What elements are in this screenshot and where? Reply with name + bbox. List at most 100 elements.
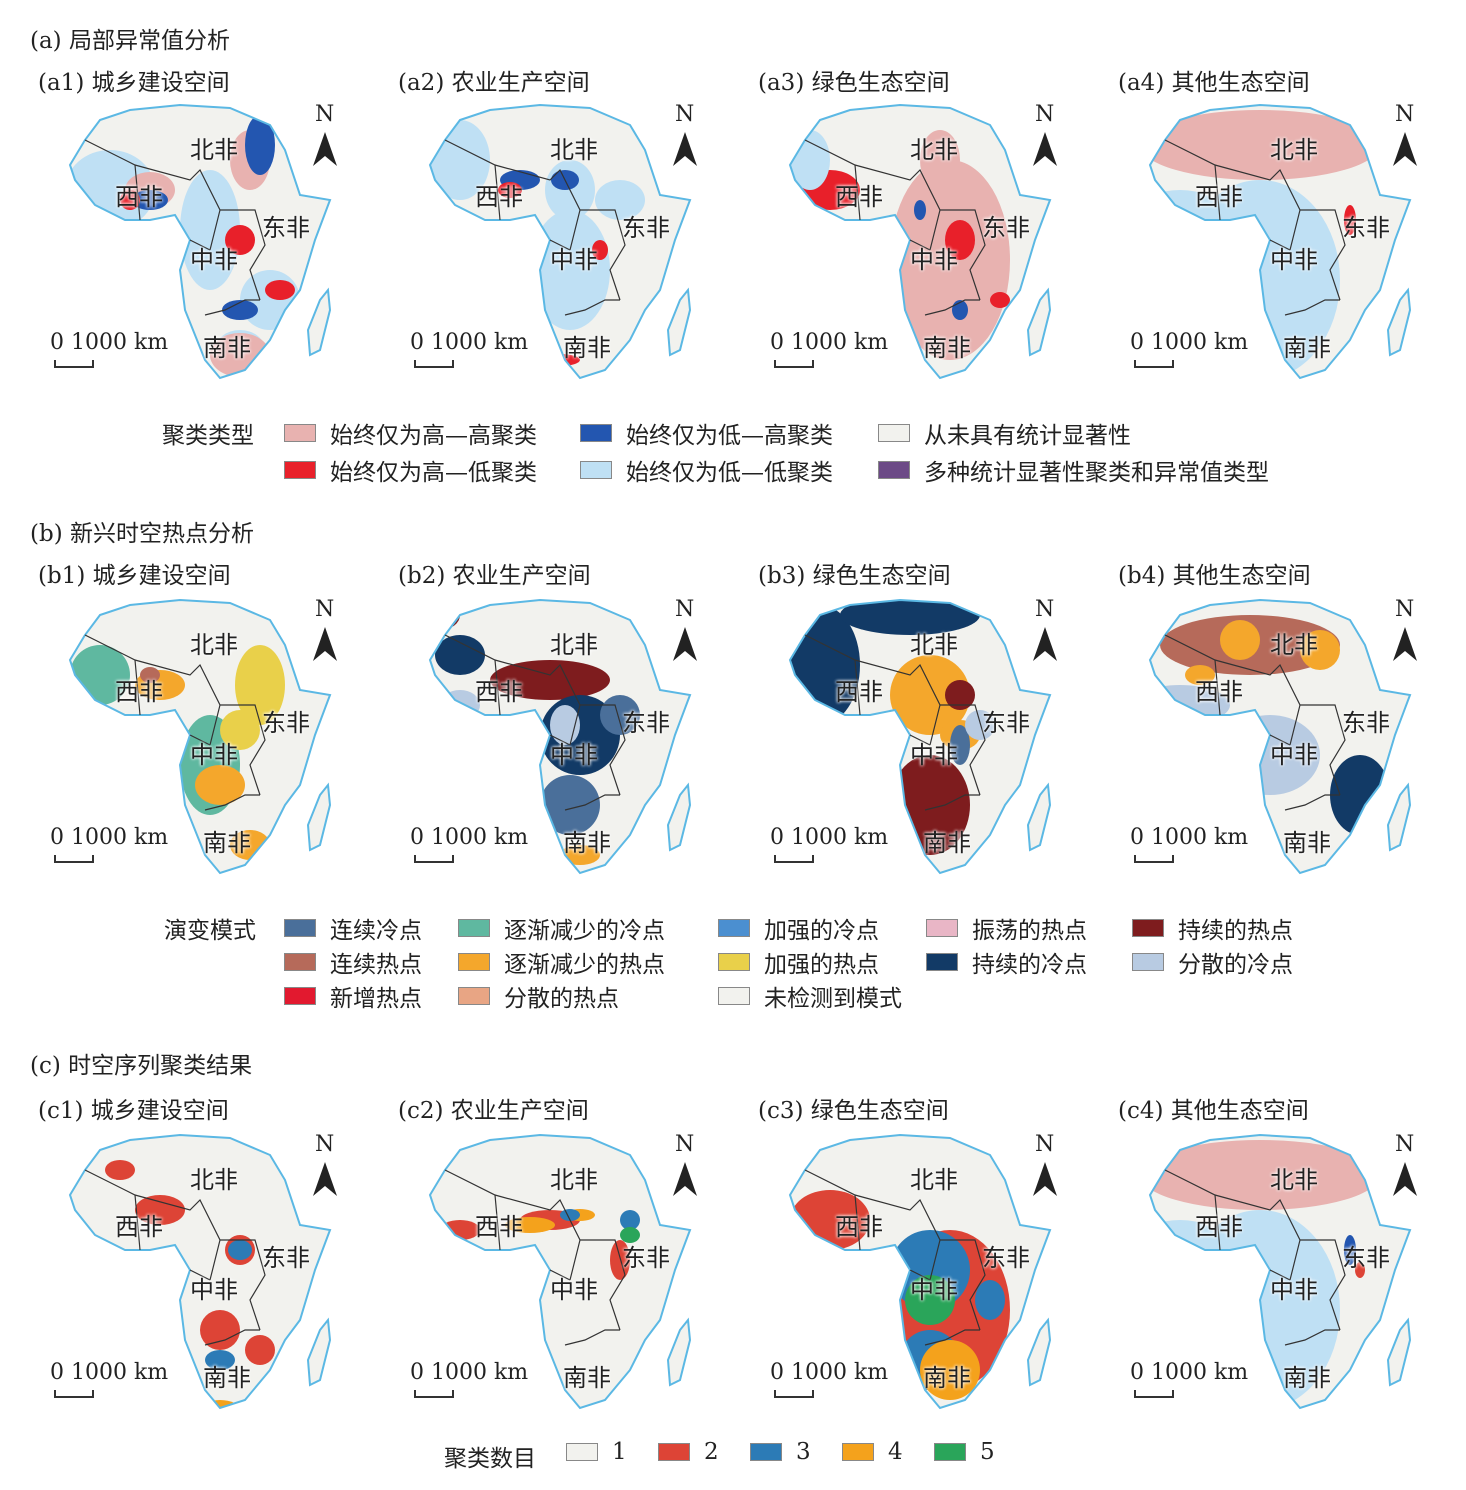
- scale-label: 0 1000 km: [1130, 330, 1249, 355]
- region-borders: [84, 1169, 266, 1346]
- region-patch: [914, 200, 926, 220]
- legend-swatch: [926, 919, 958, 937]
- legend-item: 连续热点: [284, 945, 422, 979]
- label-north-africa: 北非: [1270, 136, 1318, 164]
- madagascar: [666, 782, 692, 852]
- panel-title: (b2) 农业生产空间: [398, 563, 591, 589]
- region-patch: [1150, 1140, 1380, 1210]
- legend-swatch: [718, 919, 750, 937]
- panel-title: (c3) 绿色生态空间: [758, 1098, 949, 1124]
- legend-label: 2: [704, 1439, 719, 1465]
- label-south-africa: 南非: [923, 829, 971, 857]
- label-central-africa: 中非: [910, 1276, 958, 1304]
- legend-label: 4: [888, 1439, 903, 1465]
- legend-label: 从未具有统计显著性: [924, 423, 1131, 449]
- scale-label: 0 1000 km: [1130, 825, 1249, 850]
- region-borders: [444, 139, 626, 316]
- coastline: [428, 598, 692, 875]
- panel-title: (b3) 绿色生态空间: [758, 563, 951, 589]
- africa-map: N 北非 西非 东非 中非 南非 0 1000 km: [760, 100, 1090, 390]
- region-patch: [180, 170, 240, 290]
- label-west-africa: 西非: [475, 1213, 523, 1241]
- label-east-africa: 东非: [982, 1244, 1030, 1272]
- africa-map: N 北非 西非 东非 中非 南非 0 1000 km: [40, 100, 370, 390]
- legend-item: 3: [750, 1439, 811, 1465]
- label-central-africa: 中非: [1270, 1276, 1318, 1304]
- region-borders: [1164, 634, 1346, 811]
- legend-item: 持续的热点: [1132, 911, 1293, 945]
- north-arrow-icon: [1033, 1162, 1057, 1196]
- scale-bar: [414, 855, 454, 863]
- north-label: N: [675, 102, 695, 127]
- madagascar: [306, 782, 332, 852]
- north-arrow-icon: [313, 132, 337, 166]
- region-borders: [84, 634, 266, 811]
- legend-item: 始终仅为低—高聚类: [580, 416, 833, 450]
- legend-label: 逐渐减少的热点: [504, 952, 665, 978]
- scale-label: 0 1000 km: [410, 825, 529, 850]
- north-label: N: [1035, 597, 1055, 622]
- legend-item: 分散的热点: [458, 979, 619, 1013]
- legend-swatch: [1132, 919, 1164, 937]
- region-patch: [140, 667, 160, 683]
- north-label: N: [1395, 1132, 1415, 1157]
- region-patch: [1150, 110, 1380, 180]
- scale-bar: [1134, 1390, 1174, 1398]
- region-patch: [222, 300, 258, 320]
- label-east-africa: 东非: [1342, 1244, 1390, 1272]
- legend-item: 连续冷点: [284, 911, 422, 945]
- region-patch: [498, 182, 522, 198]
- section-title: (a) 局部异常值分析: [30, 28, 230, 54]
- label-central-africa: 中非: [910, 741, 958, 769]
- label-south-africa: 南非: [923, 1364, 971, 1392]
- scale-bar: [774, 1390, 814, 1398]
- madagascar: [666, 287, 692, 357]
- coastline: [788, 598, 1052, 875]
- legend-swatch: [566, 1443, 598, 1461]
- panel-title: (a1) 城乡建设空间: [38, 70, 230, 96]
- north-arrow-icon: [1393, 1162, 1417, 1196]
- legend-swatch: [284, 953, 316, 971]
- legend-item: 2: [658, 1439, 719, 1465]
- madagascar: [1386, 1317, 1412, 1387]
- region-patch: [435, 635, 485, 675]
- label-north-africa: 北非: [1270, 631, 1318, 659]
- north-label: N: [675, 1132, 695, 1157]
- scale-bar: [414, 1390, 454, 1398]
- label-central-africa: 中非: [190, 1276, 238, 1304]
- legend-item: 始终仅为高—高聚类: [284, 416, 537, 450]
- label-east-africa: 东非: [1342, 709, 1390, 737]
- label-east-africa: 东非: [622, 1244, 670, 1272]
- region-borders: [804, 634, 986, 811]
- legend-swatch: [934, 1443, 966, 1461]
- coastline: [68, 103, 332, 380]
- coastline: [428, 1133, 692, 1410]
- scale-bar: [54, 360, 94, 368]
- africa-map: N 北非 西非 东非 中非 南非 0 1000 km: [760, 595, 1090, 885]
- legend-item: 逐渐减少的冷点: [458, 911, 665, 945]
- coastline: [1148, 598, 1412, 875]
- label-west-africa: 西非: [115, 183, 163, 211]
- label-south-africa: 南非: [1283, 829, 1331, 857]
- legend-swatch: [750, 1443, 782, 1461]
- legend-label: 3: [796, 1439, 811, 1465]
- label-west-africa: 西非: [115, 678, 163, 706]
- label-west-africa: 西非: [835, 183, 883, 211]
- label-south-africa: 南非: [563, 334, 611, 362]
- legend-item: 加强的冷点: [718, 911, 879, 945]
- region-patch: [220, 710, 260, 750]
- legend-item: 5: [934, 1439, 995, 1465]
- legend-item: 未检测到模式: [718, 979, 902, 1013]
- label-south-africa: 南非: [203, 1364, 251, 1392]
- region-patch: [490, 660, 610, 700]
- legend-swatch: [878, 461, 910, 479]
- legend-label: 加强的冷点: [764, 918, 879, 944]
- north-arrow-icon: [1393, 132, 1417, 166]
- legend-item: 始终仅为低—低聚类: [580, 453, 833, 487]
- legend-swatch: [458, 953, 490, 971]
- label-west-africa: 西非: [1195, 183, 1243, 211]
- legend-swatch: [458, 919, 490, 937]
- region-patch: [505, 1217, 555, 1233]
- north-label: N: [315, 1132, 335, 1157]
- region-borders: [84, 139, 266, 316]
